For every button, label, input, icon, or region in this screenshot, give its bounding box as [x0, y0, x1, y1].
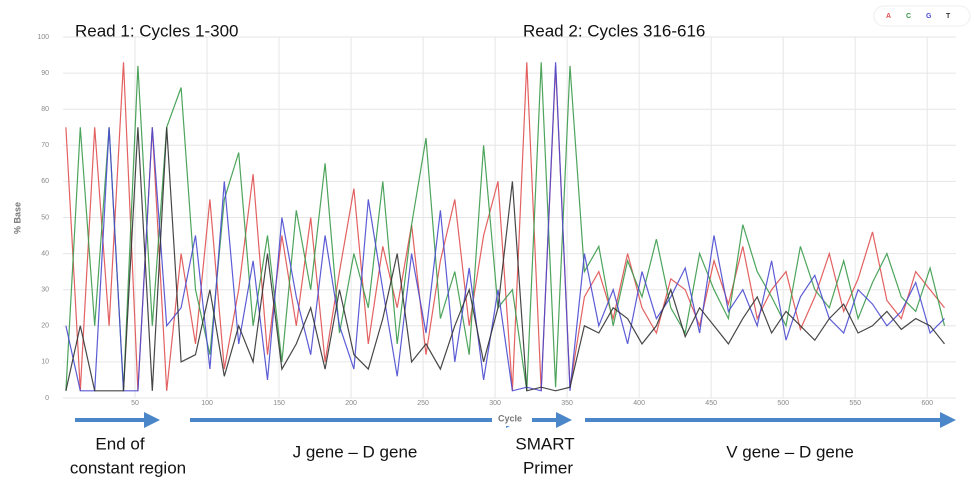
- y-tick-label: 70: [41, 142, 49, 149]
- x-tick-label: 100: [201, 400, 213, 407]
- annotation: V gene – D gene: [726, 442, 854, 461]
- annotation: Primer: [523, 458, 573, 477]
- y-tick-label: 20: [41, 323, 49, 330]
- x-tick-label: 50: [131, 400, 139, 407]
- x-label-bg: [492, 412, 528, 426]
- legend-label: G: [926, 13, 932, 20]
- series-line: [65, 62, 945, 392]
- x-tick-label: 600: [921, 400, 933, 407]
- x-tick-label: 550: [849, 400, 861, 407]
- annotation: constant region: [70, 458, 186, 477]
- legend-box: [873, 5, 971, 27]
- y-axis-label: % Base: [12, 202, 22, 234]
- y-tick-label: 100: [37, 34, 49, 41]
- annotation: J gene – D gene: [293, 442, 418, 461]
- x-tick-label: 150: [273, 400, 285, 407]
- series-line: [65, 62, 945, 391]
- series-line: [65, 127, 945, 392]
- x-axis-label: Cycle: [498, 413, 522, 423]
- x-tick-label: 450: [705, 400, 717, 407]
- annotation: Read 2: Cycles 316-616: [523, 21, 705, 40]
- legend-label: C: [906, 13, 911, 20]
- annotation: Read 1: Cycles 1-300: [75, 21, 238, 40]
- x-tick-label: 350: [561, 400, 573, 407]
- annotation: End of: [95, 434, 144, 453]
- legend-label: T: [946, 13, 951, 20]
- y-tick-label: 40: [41, 250, 49, 257]
- y-tick-label: 50: [41, 214, 49, 221]
- y-tick-label: 90: [41, 70, 49, 77]
- y-tick-label: 30: [41, 287, 49, 294]
- series-line: [65, 62, 946, 391]
- y-tick-label: 0: [45, 395, 49, 402]
- y-tick-label: 60: [41, 178, 49, 185]
- y-tick-label: 10: [41, 359, 49, 366]
- x-tick-label: 250: [417, 400, 429, 407]
- x-tick-label: 400: [633, 400, 645, 407]
- x-tick-label: 500: [777, 400, 789, 407]
- x-tick-label: 200: [345, 400, 357, 407]
- legend-label: A: [886, 13, 891, 20]
- y-tick-label: 80: [41, 106, 49, 113]
- x-tick-label: 300: [489, 400, 501, 407]
- annotation: SMART: [515, 434, 574, 453]
